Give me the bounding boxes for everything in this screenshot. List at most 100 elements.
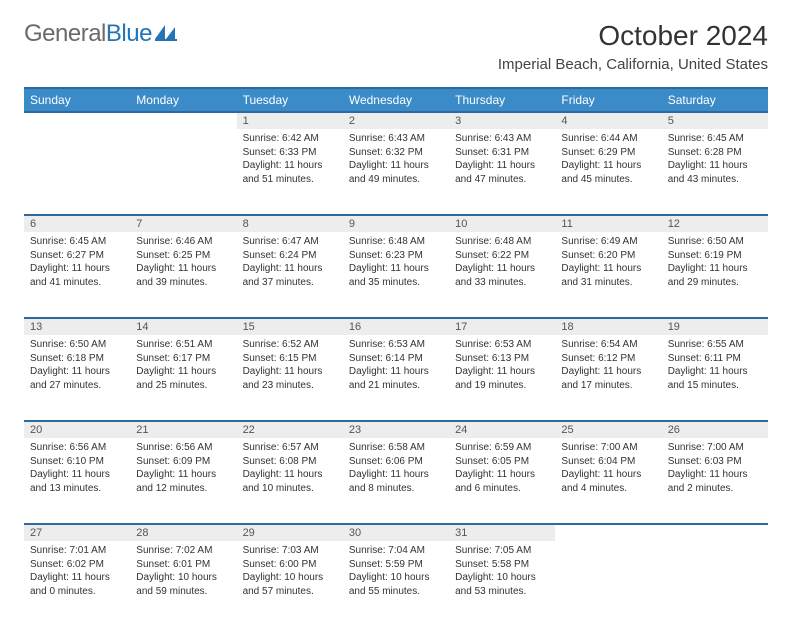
day-content-cell: Sunrise: 7:01 AMSunset: 6:02 PMDaylight:…: [24, 541, 130, 627]
day-number-cell: 14: [130, 318, 236, 335]
day-number-cell: 28: [130, 524, 236, 541]
sunrise-line: Sunrise: 6:59 AM: [455, 441, 549, 455]
calendar-table: SundayMondayTuesdayWednesdayThursdayFrid…: [24, 87, 768, 627]
day-content-cell: Sunrise: 6:56 AMSunset: 6:09 PMDaylight:…: [130, 438, 236, 524]
daylight-line: Daylight: 10 hours and 55 minutes.: [349, 571, 443, 598]
sunrise-line: Sunrise: 6:54 AM: [561, 338, 655, 352]
day-number-row: 2728293031: [24, 524, 768, 541]
day-content-cell: Sunrise: 6:52 AMSunset: 6:15 PMDaylight:…: [237, 335, 343, 421]
day-number-cell: 2: [343, 112, 449, 129]
daylight-line: Daylight: 11 hours and 15 minutes.: [668, 365, 762, 392]
title-block: October 2024 Imperial Beach, California,…: [498, 20, 768, 73]
day-content-cell: Sunrise: 6:59 AMSunset: 6:05 PMDaylight:…: [449, 438, 555, 524]
day-number-cell: 24: [449, 421, 555, 438]
day-number-cell: [24, 112, 130, 129]
day-number-cell: 4: [555, 112, 661, 129]
daylight-line: Daylight: 11 hours and 13 minutes.: [30, 468, 124, 495]
day-number-cell: 19: [662, 318, 768, 335]
day-content-cell: [662, 541, 768, 627]
day-content-row: Sunrise: 6:42 AMSunset: 6:33 PMDaylight:…: [24, 129, 768, 215]
daylight-line: Daylight: 11 hours and 51 minutes.: [243, 159, 337, 186]
day-number-cell: 29: [237, 524, 343, 541]
sunset-line: Sunset: 6:09 PM: [136, 455, 230, 469]
weekday-header: Sunday: [24, 88, 130, 112]
day-number-cell: 11: [555, 215, 661, 232]
day-content-cell: Sunrise: 6:47 AMSunset: 6:24 PMDaylight:…: [237, 232, 343, 318]
day-number-cell: [130, 112, 236, 129]
sunset-line: Sunset: 6:11 PM: [668, 352, 762, 366]
sunrise-line: Sunrise: 6:43 AM: [455, 132, 549, 146]
sunrise-line: Sunrise: 6:42 AM: [243, 132, 337, 146]
daylight-line: Daylight: 10 hours and 57 minutes.: [243, 571, 337, 598]
sunrise-line: Sunrise: 6:45 AM: [30, 235, 124, 249]
sunrise-line: Sunrise: 6:51 AM: [136, 338, 230, 352]
day-content-cell: [130, 129, 236, 215]
day-number-cell: 5: [662, 112, 768, 129]
day-content-cell: Sunrise: 6:57 AMSunset: 6:08 PMDaylight:…: [237, 438, 343, 524]
day-content-cell: Sunrise: 6:50 AMSunset: 6:18 PMDaylight:…: [24, 335, 130, 421]
daylight-line: Daylight: 10 hours and 59 minutes.: [136, 571, 230, 598]
sunset-line: Sunset: 5:58 PM: [455, 558, 549, 572]
weekday-header: Monday: [130, 88, 236, 112]
daylight-line: Daylight: 11 hours and 41 minutes.: [30, 262, 124, 289]
sunset-line: Sunset: 6:08 PM: [243, 455, 337, 469]
brand-part1: General: [24, 20, 106, 48]
weekday-header: Wednesday: [343, 88, 449, 112]
day-number-cell: [555, 524, 661, 541]
day-content-cell: Sunrise: 6:44 AMSunset: 6:29 PMDaylight:…: [555, 129, 661, 215]
daylight-line: Daylight: 11 hours and 25 minutes.: [136, 365, 230, 392]
daylight-line: Daylight: 11 hours and 29 minutes.: [668, 262, 762, 289]
sunrise-line: Sunrise: 7:01 AM: [30, 544, 124, 558]
sunrise-line: Sunrise: 7:00 AM: [561, 441, 655, 455]
day-number-cell: 26: [662, 421, 768, 438]
sunset-line: Sunset: 6:15 PM: [243, 352, 337, 366]
daylight-line: Daylight: 11 hours and 2 minutes.: [668, 468, 762, 495]
sunset-line: Sunset: 6:20 PM: [561, 249, 655, 263]
sunset-line: Sunset: 6:02 PM: [30, 558, 124, 572]
weekday-header: Tuesday: [237, 88, 343, 112]
sunset-line: Sunset: 6:01 PM: [136, 558, 230, 572]
sunset-line: Sunset: 6:18 PM: [30, 352, 124, 366]
sunrise-line: Sunrise: 6:53 AM: [455, 338, 549, 352]
sunrise-line: Sunrise: 6:50 AM: [30, 338, 124, 352]
day-number-cell: 18: [555, 318, 661, 335]
sunrise-line: Sunrise: 7:02 AM: [136, 544, 230, 558]
day-number-cell: 27: [24, 524, 130, 541]
sunrise-line: Sunrise: 6:58 AM: [349, 441, 443, 455]
day-content-cell: Sunrise: 7:05 AMSunset: 5:58 PMDaylight:…: [449, 541, 555, 627]
day-content-cell: Sunrise: 6:42 AMSunset: 6:33 PMDaylight:…: [237, 129, 343, 215]
day-content-cell: Sunrise: 6:43 AMSunset: 6:32 PMDaylight:…: [343, 129, 449, 215]
sunset-line: Sunset: 5:59 PM: [349, 558, 443, 572]
day-content-row: Sunrise: 7:01 AMSunset: 6:02 PM Daylight:…: [24, 541, 768, 627]
daylight-line: Daylight: 11 hours and 19 minutes.: [455, 365, 549, 392]
day-number-cell: 1: [237, 112, 343, 129]
sunset-line: Sunset: 6:27 PM: [30, 249, 124, 263]
brand-logo: GeneralBlue: [24, 20, 177, 48]
day-number-row: 12345: [24, 112, 768, 129]
day-content-row: Sunrise: 6:56 AMSunset: 6:10 PMDaylight:…: [24, 438, 768, 524]
sunrise-line: Sunrise: 6:52 AM: [243, 338, 337, 352]
sunrise-line: Sunrise: 7:05 AM: [455, 544, 549, 558]
sunset-line: Sunset: 6:04 PM: [561, 455, 655, 469]
sunrise-line: Sunrise: 7:04 AM: [349, 544, 443, 558]
day-number-cell: 6: [24, 215, 130, 232]
day-number-cell: 31: [449, 524, 555, 541]
sunset-line: Sunset: 6:33 PM: [243, 146, 337, 160]
sunset-line: Sunset: 6:05 PM: [455, 455, 549, 469]
sunset-line: Sunset: 6:25 PM: [136, 249, 230, 263]
day-number-cell: [662, 524, 768, 541]
sunset-line: Sunset: 6:13 PM: [455, 352, 549, 366]
sunset-line: Sunset: 6:32 PM: [349, 146, 443, 160]
day-number-cell: 22: [237, 421, 343, 438]
day-content-cell: [24, 129, 130, 215]
day-content-cell: [555, 541, 661, 627]
daylight-line: Daylight: 11 hours and 21 minutes.: [349, 365, 443, 392]
day-number-cell: 20: [24, 421, 130, 438]
sunrise-line: Sunrise: 6:47 AM: [243, 235, 337, 249]
daylight-line: Daylight: 11 hours and 12 minutes.: [136, 468, 230, 495]
sunrise-line: Sunrise: 6:50 AM: [668, 235, 762, 249]
day-content-cell: Sunrise: 6:56 AMSunset: 6:10 PMDaylight:…: [24, 438, 130, 524]
daylight-line: Daylight: 11 hours and 8 minutes.: [349, 468, 443, 495]
day-number-cell: 9: [343, 215, 449, 232]
sunrise-line: Sunrise: 6:46 AM: [136, 235, 230, 249]
